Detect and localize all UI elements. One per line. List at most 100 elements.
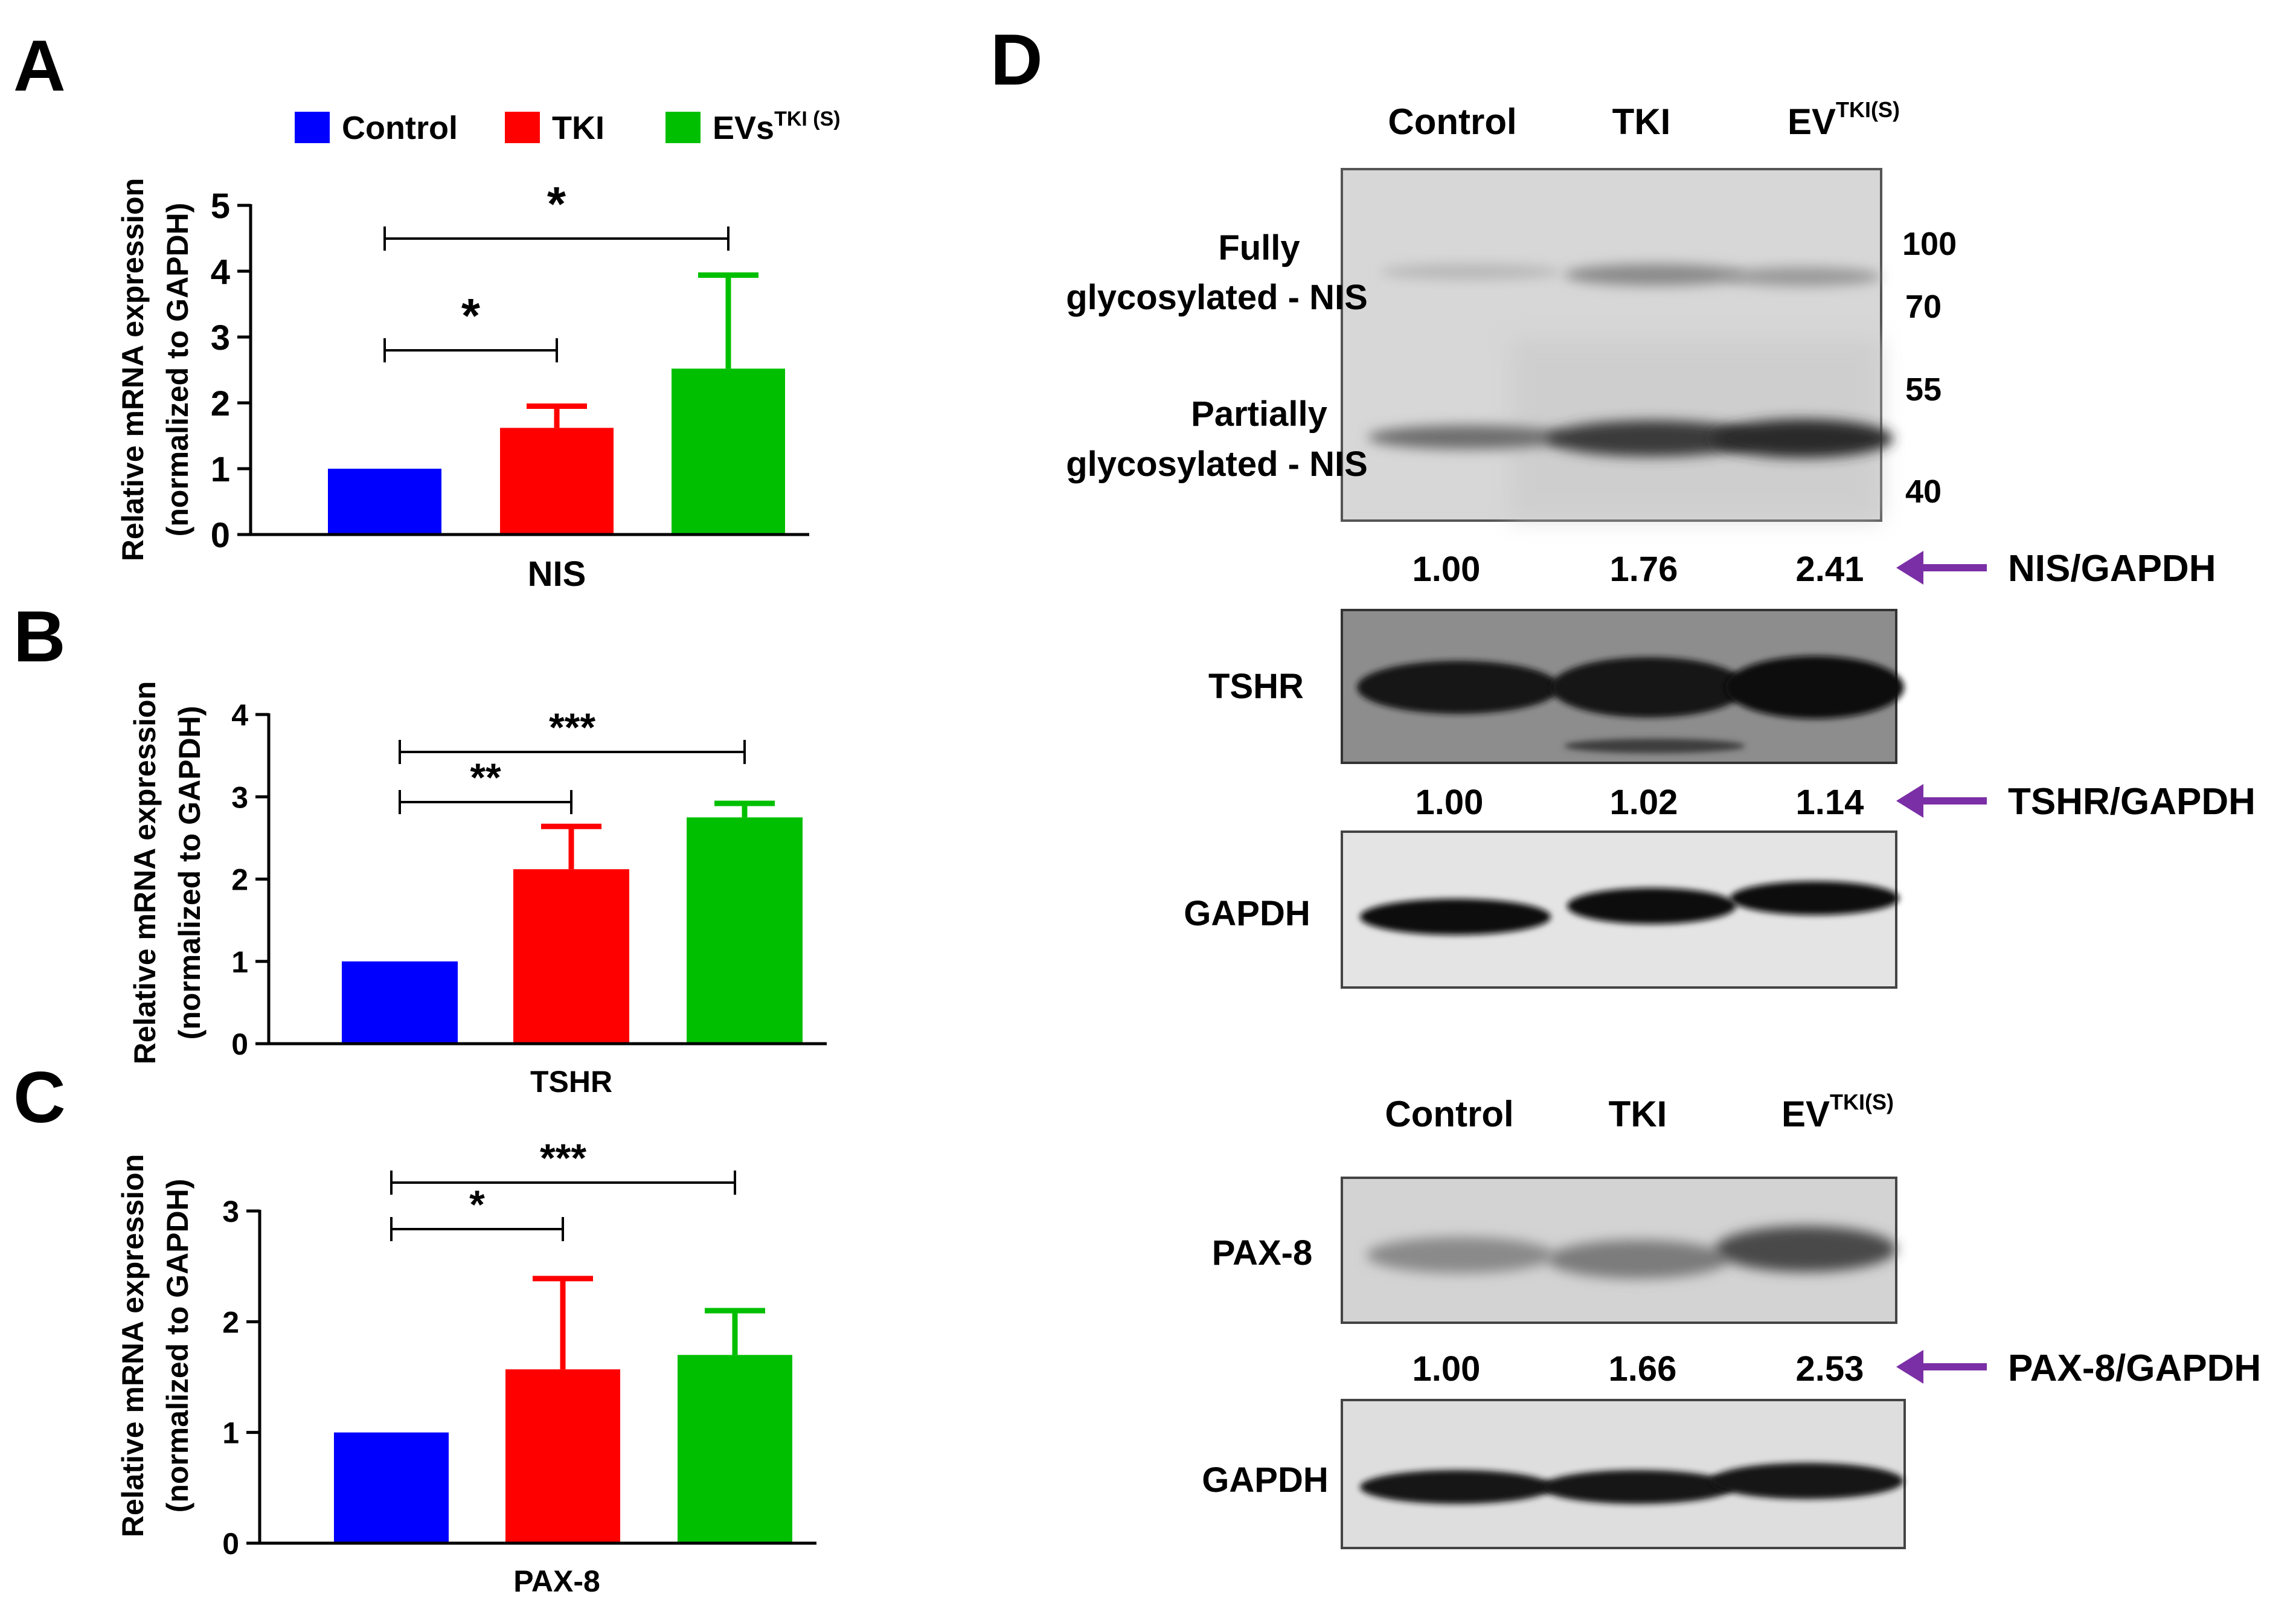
tshr-ratio-label: TSHR/GAPDH xyxy=(2008,781,2256,823)
significance-label-1: * xyxy=(547,177,566,231)
y-tick-label: 4 xyxy=(211,252,230,292)
chart-c: Relative mRNA expression (normalized to … xyxy=(116,1135,816,1598)
legend-label-tki: TKI xyxy=(552,110,604,146)
y-tick-label: 3 xyxy=(222,1195,239,1229)
lane-label-control-bottom: Control xyxy=(1385,1094,1513,1134)
pax8-ratio-ev: 2.53 xyxy=(1796,1349,1864,1389)
bar-2 xyxy=(672,368,785,535)
chart-a-ticks: 0 1 2 3 4 5 xyxy=(211,187,251,555)
y-tick-label: 1 xyxy=(211,450,230,489)
chart-a-ylabel: Relative mRNA expression (normalized to … xyxy=(116,178,194,562)
gapdh-top-band-tki xyxy=(1567,888,1736,924)
y-tick-label: 4 xyxy=(231,698,248,732)
nis-ratio-tki: 1.76 xyxy=(1610,550,1678,589)
gapdh-blot-top xyxy=(1341,830,1899,989)
pax8-blot xyxy=(1341,1177,1897,1324)
gapdh-bottom-label: GAPDH xyxy=(1202,1460,1328,1500)
legend: Control TKI EVsTKI (S) xyxy=(295,108,841,146)
blot-panel-top: Control TKI EVTKI(S) Fully glycosylated … xyxy=(1066,97,2256,989)
nis-label-partial-line1: Partially xyxy=(1191,394,1327,434)
bar-1 xyxy=(505,1369,620,1543)
chart-a-ylabel-line1: Relative mRNA expression xyxy=(116,178,150,562)
tshr-ratio-ev: 1.14 xyxy=(1796,783,1864,822)
chart-b: Relative mRNA expression (normalized to … xyxy=(128,681,827,1099)
nis-band-fully-tki xyxy=(1564,264,1745,286)
pax8-label: PAX-8 xyxy=(1212,1233,1313,1273)
chart-b-ticks: 0 1 2 3 4 xyxy=(231,698,269,1061)
tshr-blot xyxy=(1341,609,1904,764)
pax8-band-ev xyxy=(1715,1226,1896,1272)
lane-label-ev: EVTKI(S) xyxy=(1788,97,1900,142)
chart-a-significance: ** xyxy=(383,177,730,362)
gapdh-bottom-band-tki xyxy=(1541,1470,1734,1504)
y-tick-label: 0 xyxy=(231,1027,248,1061)
nis-label-fully-line1: Fully xyxy=(1218,228,1300,268)
y-tick-label: 0 xyxy=(211,516,230,555)
lane-label-ev-bottom: EVTKI(S) xyxy=(1781,1090,1894,1134)
chart-b-significance: ***** xyxy=(399,705,746,814)
y-tick-label: 2 xyxy=(222,1305,239,1339)
y-tick-label: 3 xyxy=(211,318,230,358)
panel-letter-a: A xyxy=(13,25,66,106)
bar-0 xyxy=(342,961,458,1044)
y-tick-label: 0 xyxy=(222,1527,239,1561)
chart-a: Relative mRNA expression (normalized to … xyxy=(116,177,809,594)
gapdh-bottom-band-ev xyxy=(1710,1463,1903,1499)
lane-label-ev-bottom-main: EV xyxy=(1781,1094,1830,1134)
legend-label-evs-sup: TKI (S) xyxy=(774,108,841,130)
tshr-band-tki xyxy=(1551,657,1746,718)
tshr-band-ev xyxy=(1725,656,1904,719)
chart-b-bars xyxy=(342,800,803,1044)
nis-band-partial-control xyxy=(1368,425,1567,449)
legend-swatch-evs xyxy=(665,112,701,143)
legend-label-control: Control xyxy=(342,110,458,146)
chart-b-ylabel-line1: Relative mRNA expression xyxy=(128,681,162,1065)
pax8-band-control xyxy=(1367,1237,1554,1273)
nis-blot xyxy=(1341,168,1893,522)
panel-letter-b: B xyxy=(13,596,66,677)
gapdh-blot-bottom xyxy=(1341,1399,1906,1549)
arrow-icon-head xyxy=(1896,551,1923,585)
marker-100: 100 xyxy=(1902,226,1957,262)
chart-b-xlabel: TSHR xyxy=(530,1065,612,1099)
y-tick-label: 2 xyxy=(231,863,248,897)
tshr-ratio-tki: 1.02 xyxy=(1610,783,1678,822)
bar-2 xyxy=(687,817,803,1044)
marker-70: 70 xyxy=(1905,289,1942,325)
pax8-ratio-control: 1.00 xyxy=(1413,1349,1481,1389)
chart-b-ylabel-line2: (normalized to GAPDH) xyxy=(173,706,207,1040)
y-tick-label: 5 xyxy=(211,187,230,226)
chart-a-bars xyxy=(328,272,785,535)
arrow-icon-head xyxy=(1896,1350,1923,1384)
bar-0 xyxy=(328,469,441,535)
bar-1 xyxy=(500,428,614,535)
arrow-icon-head xyxy=(1896,784,1923,818)
y-tick-label: 3 xyxy=(231,780,248,814)
nis-band-fully-control xyxy=(1380,264,1561,280)
pax8-band-tki xyxy=(1547,1240,1728,1279)
lane-label-ev-main: EV xyxy=(1788,101,1836,142)
lane-label-ev-bottom-sup: TKI(S) xyxy=(1830,1090,1894,1114)
significance-label-0: * xyxy=(461,289,481,342)
legend-label-evs: EVsTKI (S) xyxy=(713,108,841,146)
nis-ratio-label: NIS/GAPDH xyxy=(2008,548,2216,589)
nis-band-fully-ev xyxy=(1724,267,1881,286)
legend-swatch-tki xyxy=(505,112,540,143)
chart-c-ylabel-line1: Relative mRNA expression xyxy=(116,1154,150,1538)
chart-a-xlabel: NIS xyxy=(528,554,586,594)
gapdh-top-band-ev xyxy=(1730,881,1899,915)
arrow-icon xyxy=(1896,1350,1987,1384)
nis-band-partial-ev xyxy=(1712,419,1893,458)
gapdh-top-band-control xyxy=(1360,899,1551,935)
blot-panel-bottom: Control TKI EVTKI(S) PAX-8 1.00 1.66 2.5… xyxy=(1202,1090,2261,1549)
legend-swatch-control xyxy=(295,112,330,143)
arrow-icon xyxy=(1896,784,1987,818)
chart-c-significance: **** xyxy=(390,1135,736,1241)
chart-c-xlabel: PAX-8 xyxy=(513,1564,600,1598)
bar-1 xyxy=(513,869,629,1044)
chart-a-ylabel-line2: (normalized to GAPDH) xyxy=(161,203,194,537)
significance-label-1: *** xyxy=(540,1135,586,1180)
significance-label-1: *** xyxy=(549,705,595,750)
nis-ratio-ev: 2.41 xyxy=(1796,550,1864,589)
